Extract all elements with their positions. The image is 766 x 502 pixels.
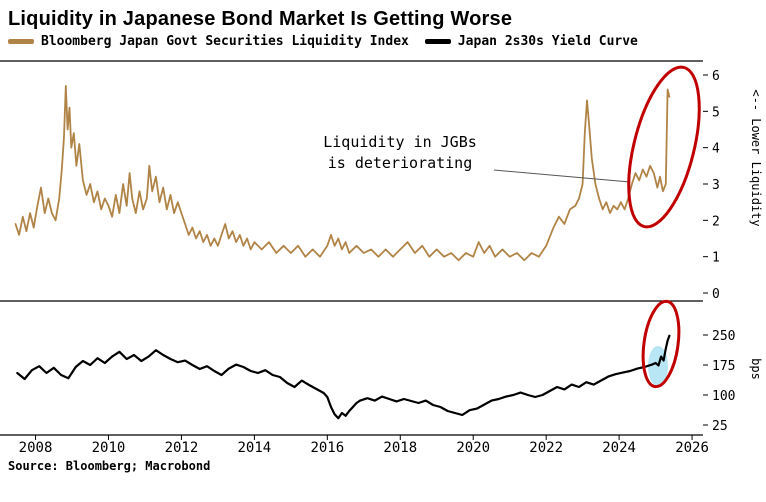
legend-label-liquidity-index: Bloomberg Japan Govt Securities Liquidit… (41, 34, 409, 49)
svg-text:2008: 2008 (19, 440, 53, 455)
svg-text:3: 3 (712, 178, 720, 193)
svg-text:2016: 2016 (310, 440, 344, 455)
svg-text:4: 4 (712, 142, 720, 157)
svg-text:5: 5 (712, 105, 720, 120)
svg-text:2024: 2024 (602, 440, 636, 455)
svg-text:1: 1 (712, 251, 720, 266)
svg-text:175: 175 (712, 359, 735, 374)
highlight-circle-yield (641, 299, 681, 389)
svg-text:2022: 2022 (529, 440, 563, 455)
legend-label-yield-curve: Japan 2s30s Yield Curve (457, 34, 638, 49)
legend-item-liquidity-index: Bloomberg Japan Govt Securities Liquidit… (8, 34, 409, 49)
source-note: Source: Bloomberg; Macrobond (8, 459, 211, 473)
svg-text:2: 2 (712, 214, 720, 229)
highlight-circle-liquidity (627, 65, 701, 229)
svg-text:<-- Lower Liquidity: <-- Lower Liquidity (749, 89, 763, 226)
svg-text:2018: 2018 (383, 440, 417, 455)
svg-text:2014: 2014 (238, 440, 272, 455)
svg-text:0: 0 (712, 287, 720, 302)
svg-text:2026: 2026 (675, 440, 709, 455)
svg-text:is deteriorating: is deteriorating (328, 154, 473, 172)
svg-text:2010: 2010 (92, 440, 126, 455)
chart-legend: Bloomberg Japan Govt Securities Liquidit… (8, 34, 766, 49)
liquidity-series-swatch (8, 39, 34, 44)
chart-title: Liquidity in Japanese Bond Market Is Get… (8, 8, 513, 30)
dual-panel-line-chart: 0 1 2 3 4 5 6 25 100 175 250 2008 2010 2012 2014 2016 20… (0, 60, 763, 455)
svg-text:250: 250 (712, 329, 735, 344)
svg-text:2020: 2020 (456, 440, 490, 455)
svg-text:2012: 2012 (165, 440, 199, 455)
legend-item-yield-curve: Japan 2s30s Yield Curve (424, 34, 638, 49)
svg-text:25: 25 (712, 419, 728, 434)
yield-curve-series-swatch (424, 39, 451, 44)
svg-text:6: 6 (712, 69, 720, 84)
svg-text:100: 100 (712, 389, 735, 404)
svg-text:bps: bps (749, 358, 763, 380)
svg-text:Liquidity in JGBs: Liquidity in JGBs (323, 133, 477, 151)
